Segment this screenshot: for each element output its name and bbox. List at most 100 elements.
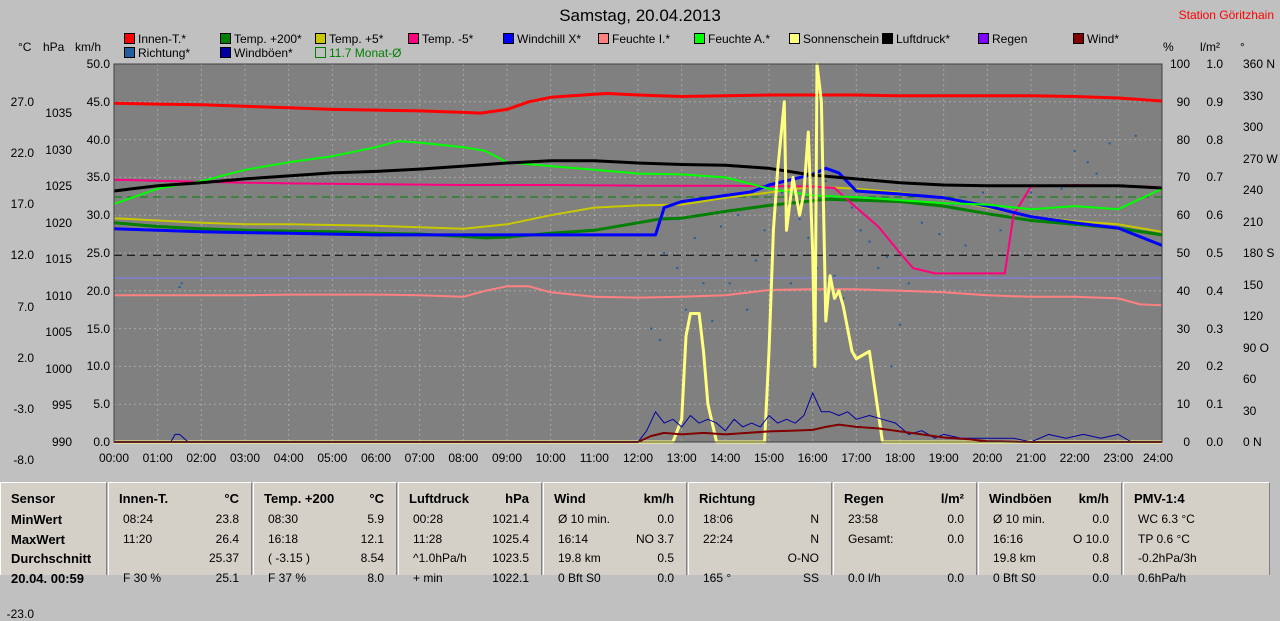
legend-swatch [315, 47, 326, 58]
time-tick-label: 16:00 [797, 451, 828, 465]
table-cell-value: O-NO [787, 551, 819, 565]
unit-lm2: l/m² [1200, 40, 1220, 54]
legend-feuchte-a: Feuchte A.* [694, 32, 770, 46]
table-unit: °C [369, 491, 384, 506]
table-cell-label: 18:06 [703, 512, 734, 526]
direction-tick-label: 240 [1243, 183, 1264, 197]
table-cell-value: NO 3.7 [635, 531, 674, 546]
table-cell-value: SS [802, 570, 819, 585]
stats-table: Sensor MinWert MaxWert Durchschnitt 20.04. 0… [0, 478, 1280, 586]
series-line-innen-t [113, 92, 1163, 115]
direction-point [754, 259, 757, 262]
direction-point [180, 282, 183, 285]
rain-tick-label: 0.5 [1206, 246, 1223, 260]
temp-tick-label: -8.0 [13, 453, 34, 468]
rain-tick-label: 1.0 [1206, 57, 1223, 71]
table-cell-label: F 37 % [268, 570, 307, 585]
table-cell-value: 0.0 [947, 531, 964, 546]
legend-swatch [315, 33, 326, 44]
legend-windchill: Windchill X* [503, 32, 581, 46]
direction-tick-label: 210 [1243, 214, 1264, 229]
series-line-luftdruck [113, 159, 1163, 193]
time-tick-label: 14:00 [710, 451, 741, 465]
series-line-temp-200 [113, 197, 1163, 240]
table-column-0: Sensor MinWert MaxWert Durchschnitt 20.04. 0… [0, 482, 107, 586]
direction-point [798, 217, 801, 220]
table-column-1: Innen-T. °C 08:24 23.8 11:20 26.4 25.37 F 30 % 2… [108, 482, 252, 585]
direction-tick-label: 120 [1243, 309, 1264, 323]
wind-tick-label: 20.0 [86, 283, 110, 298]
direction-tick-label: 270 W [1243, 151, 1278, 166]
table-cell-label: 19.8 km [993, 551, 1036, 565]
chart-area: Samstag, 20.04.2013 Station Göritzhain °… [6, 6, 1278, 621]
direction-point [885, 255, 888, 258]
pressure-tick-label: 1035 [45, 106, 72, 121]
legend-swatch [598, 33, 609, 44]
time-tick-label: 23:00 [1103, 451, 1134, 465]
table-cell-value: 23.8 [215, 512, 239, 526]
table-cell-label: Gesamt: [848, 531, 894, 546]
table-cell-label: MaxWert [11, 531, 65, 547]
table-cell-value: 0.0 [657, 512, 674, 526]
temp-tick-label: 7.0 [17, 299, 34, 314]
table-cell-label: 00:28 [413, 512, 444, 526]
table-cell-value: 0.0 [947, 512, 964, 526]
time-tick-label: 07:00 [404, 451, 435, 465]
wind-tick-label: 50.0 [86, 57, 110, 71]
unit-degree: ° [1240, 40, 1245, 54]
direction-point [999, 229, 1002, 232]
table-cell-label: 11:28 [413, 531, 443, 546]
table-header: Windböen [989, 491, 1052, 506]
table-column-5: Richtung 18:06 N 22:24 N O-NO 165 ° SS [688, 482, 832, 585]
time-tick-label: 12:00 [622, 451, 654, 465]
unit-hpa: hPa [43, 40, 65, 54]
direction-point [964, 244, 967, 247]
table-cell-label: 19.8 km [558, 551, 601, 565]
legend-swatch [124, 33, 135, 44]
direction-point [178, 286, 181, 289]
time-tick-label: 20:00 [972, 451, 1003, 465]
table-cell-value: 0.0 [947, 570, 964, 585]
time-tick-label: 15:00 [753, 451, 785, 465]
table-cell-value: 1021.4 [492, 512, 529, 526]
wind-tick-label: 5.0 [93, 397, 110, 412]
table-header: Sensor [11, 491, 56, 506]
table-column-2: Temp. +200 °C 08:30 5.9 16:18 12.1 ( -3.15 ) 8.… [253, 482, 397, 585]
table-cell-value: 25.1 [215, 570, 239, 585]
rain-tick-label: 0.7 [1206, 170, 1223, 185]
time-tick-label: 21:00 [1015, 451, 1047, 465]
direction-point [859, 229, 862, 232]
time-tick-label: 00:00 [98, 451, 130, 465]
pressure-tick-label: 990 [51, 434, 72, 449]
rain-tick-label: 0.3 [1206, 321, 1223, 336]
time-tick-label: 24:00 [1142, 451, 1174, 465]
rain-tick-label: 0.8 [1206, 132, 1223, 147]
direction-point [693, 236, 696, 239]
table-column-4: Wind km/h Ø 10 min. 0.0 16:14 NO 3.7 19.8 km 0.… [543, 482, 687, 585]
table-cell-value: N [810, 531, 819, 546]
direction-point [658, 338, 661, 341]
table-cell-value: 8.54 [360, 551, 384, 565]
table-cell-value: 0.0 [1092, 570, 1109, 585]
table-cell-label: Ø 10 min. [558, 512, 611, 526]
plot-frame [113, 63, 1163, 443]
table-column-6: Regen l/m² 23:58 0.0 Gesamt: 0.0 0.0 l/h 0.0 [833, 482, 977, 585]
legend-swatch [408, 33, 419, 44]
direction-point [907, 282, 910, 285]
pressure-tick-label: 1005 [45, 325, 72, 340]
table-cell-label: WC 6.3 °C [1138, 512, 1195, 526]
direction-tick-label: 330 [1243, 88, 1264, 103]
direction-tick-label: 360 N [1243, 57, 1276, 71]
series-line-feuchte-i [114, 285, 1163, 307]
legend-swatch [1073, 33, 1084, 44]
time-tick-label: 06:00 [360, 451, 392, 465]
legend-innen-t: Innen-T.* [124, 32, 186, 46]
rain-tick-label: 0.4 [1206, 283, 1223, 298]
time-tick-label: 18:00 [884, 451, 916, 465]
table-cell-value: 0.8 [1092, 551, 1109, 565]
table-cell-value: 0.0 [1092, 512, 1109, 526]
direction-point [702, 282, 705, 285]
table-cell-label: 0.0 l/h [848, 570, 881, 585]
table-header: PMV-1:4 [1134, 491, 1185, 506]
series-line-feuchte-a [113, 140, 1163, 211]
